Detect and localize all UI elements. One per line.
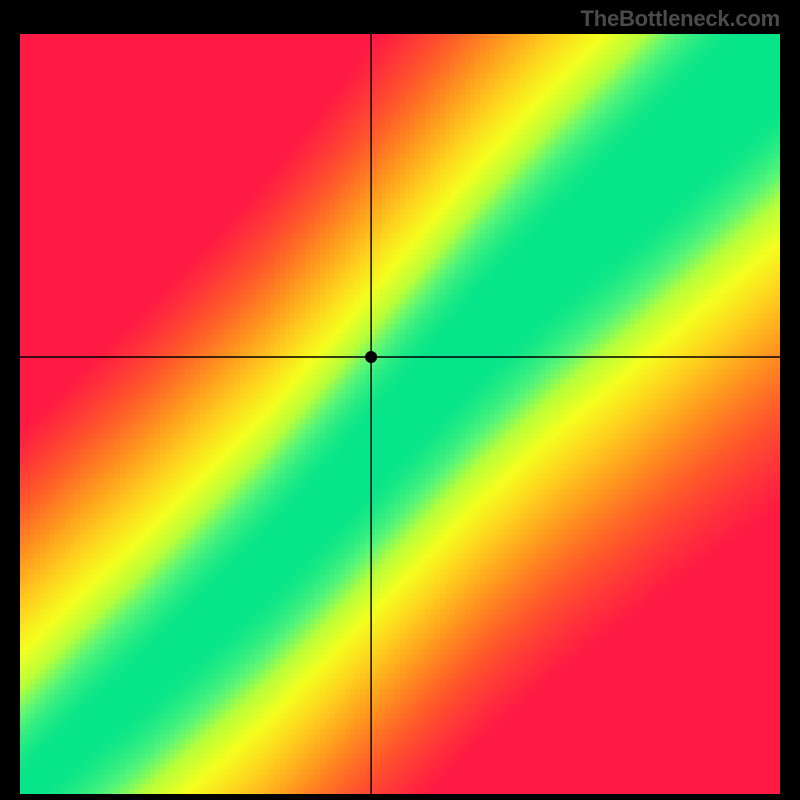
bottleneck-heatmap — [20, 34, 780, 794]
chart-container: { "watermark": { "text": "TheBottleneck.… — [0, 0, 800, 800]
watermark-text: TheBottleneck.com — [580, 6, 780, 32]
